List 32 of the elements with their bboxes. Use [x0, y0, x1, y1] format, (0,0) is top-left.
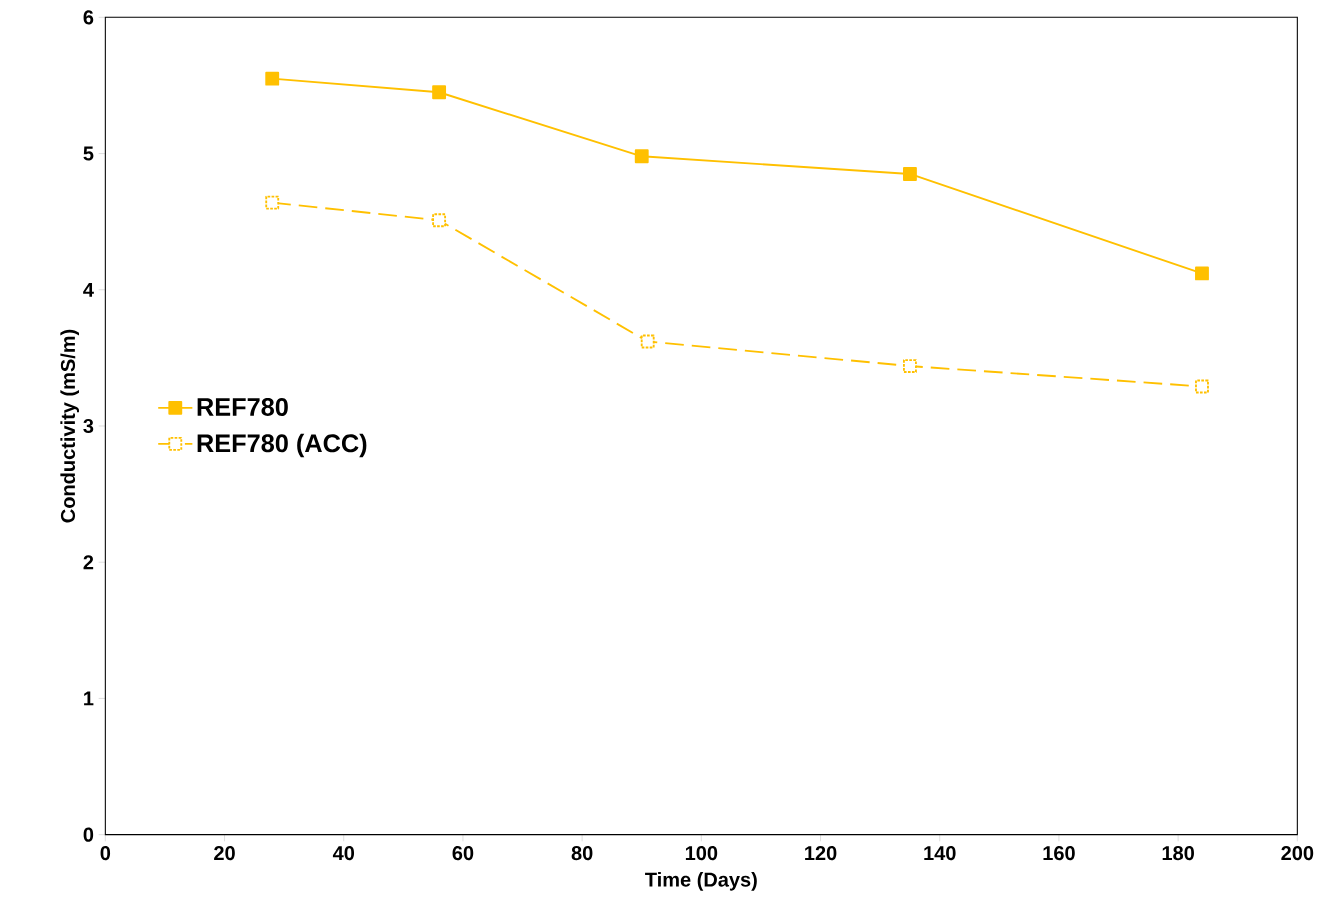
- y-tick-label: 3: [83, 418, 94, 434]
- x-tick-label: 40: [332, 846, 355, 861]
- x-tick-label: 60: [452, 846, 474, 861]
- point: [265, 71, 280, 86]
- point: [903, 167, 917, 181]
- y-tick-label: 2: [83, 555, 94, 570]
- point: [432, 213, 447, 228]
- x-axis-title: Time (Days): [645, 872, 757, 891]
- y-tick-label: 4: [83, 282, 94, 297]
- point: [640, 334, 655, 349]
- point: [432, 85, 447, 100]
- x-tick-label: 200: [1281, 846, 1314, 861]
- point: [903, 359, 917, 373]
- x-tick-label: 140: [924, 846, 956, 861]
- point: [265, 195, 280, 210]
- x-tick-label: 160: [1043, 846, 1075, 861]
- point: [1195, 379, 1209, 394]
- point: [634, 149, 649, 164]
- y-tick-label: 0: [83, 827, 94, 842]
- x-tick-label: 100: [685, 846, 718, 861]
- y-tick-label: 6: [83, 10, 94, 25]
- x-tick-label: 120: [805, 846, 837, 861]
- y-axis-title: Conductivity (mS/m): [60, 329, 80, 523]
- x-tick-label: 0: [100, 846, 111, 861]
- legend-label: REF780 (ACC): [197, 433, 367, 458]
- x-tick-label: 180: [1162, 846, 1194, 861]
- x-tick-label: 20: [214, 846, 235, 861]
- x-tick-label: 80: [571, 846, 593, 861]
- y-tick-label: 5: [83, 146, 94, 161]
- y-tick-label: 1: [84, 691, 94, 706]
- point: [1195, 266, 1209, 281]
- legend-label: REF780: [197, 397, 288, 416]
